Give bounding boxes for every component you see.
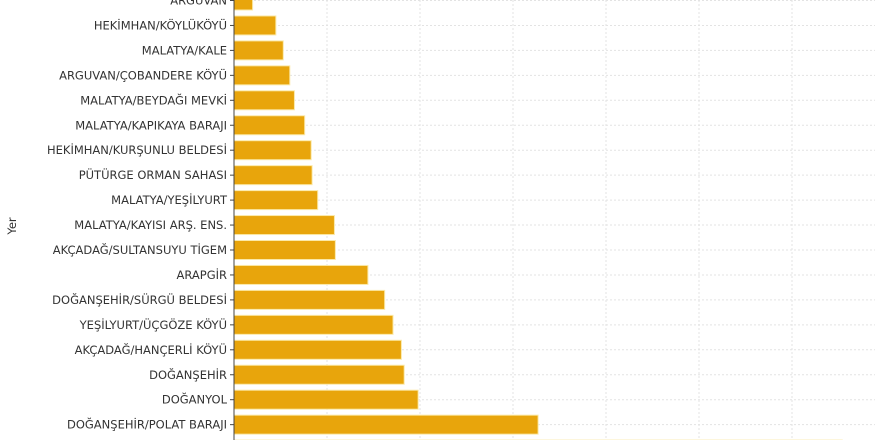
category-label: MALATYA/KALE bbox=[142, 43, 227, 57]
category-label: ARGUVAN/ÇOBANDERE KÖYÜ bbox=[59, 66, 227, 82]
bar bbox=[233, 364, 405, 385]
category-label: MALATYA/YEŞİLYURT bbox=[111, 192, 228, 207]
bar bbox=[233, 389, 419, 410]
bar bbox=[233, 40, 284, 61]
bar bbox=[233, 289, 386, 310]
bar bbox=[233, 240, 336, 260]
category-label: HEKİMHAN/KÖYLÜKÖYÜ bbox=[94, 16, 227, 32]
category-labels: ARGUVAN HEKİMHAN/KÖYLÜKÖYÜ MALATYA/KALE ARG… bbox=[47, 0, 234, 432]
category-label: AKÇADAĞ/SULTANSUYU TİGEM bbox=[53, 242, 227, 257]
bar bbox=[233, 140, 312, 161]
bars bbox=[233, 0, 843, 440]
category-label: MALATYA/BEYDAĞI MEVKİ bbox=[80, 92, 227, 107]
y-axis-label: Yer bbox=[5, 217, 19, 236]
gridlines bbox=[234, 0, 875, 440]
bar bbox=[233, 264, 369, 285]
category-label: ARGUVAN bbox=[170, 0, 227, 8]
category-label: HEKİMHAN/KURŞUNLU BELDESİ bbox=[47, 142, 227, 157]
category-label: MALATYA/KAYISI ARŞ. ENS. bbox=[74, 218, 227, 232]
category-label: DOĞANŞEHİR/SÜRGÜ BELDESİ bbox=[52, 291, 227, 307]
category-label: DOĞANYOL bbox=[162, 392, 228, 407]
category-label: DOĞANŞEHİR bbox=[149, 367, 227, 382]
bar bbox=[233, 165, 313, 186]
bar bbox=[233, 414, 539, 435]
bar bbox=[233, 190, 319, 211]
category-label: YEŞİLYURT/ÜÇGÖZE KÖYÜ bbox=[79, 316, 227, 332]
bar bbox=[233, 90, 295, 111]
bar bbox=[233, 65, 291, 86]
category-label: DOĞANŞEHİR/POLAT BARAJI bbox=[67, 417, 227, 432]
category-label: PÜTÜRGE ORMAN SAHASI bbox=[79, 166, 227, 182]
category-label: AKÇADAĞ/HANÇERLİ KÖYÜ bbox=[75, 341, 227, 357]
bar bbox=[233, 215, 335, 236]
bar bbox=[233, 115, 306, 136]
bar bbox=[233, 339, 402, 360]
bar bbox=[233, 15, 277, 36]
bar bbox=[233, 314, 394, 335]
category-label: MALATYA/KAPIKAYA BARAJI bbox=[75, 118, 227, 132]
bar bbox=[233, 0, 254, 11]
category-label: ARAPGİR bbox=[177, 267, 228, 282]
